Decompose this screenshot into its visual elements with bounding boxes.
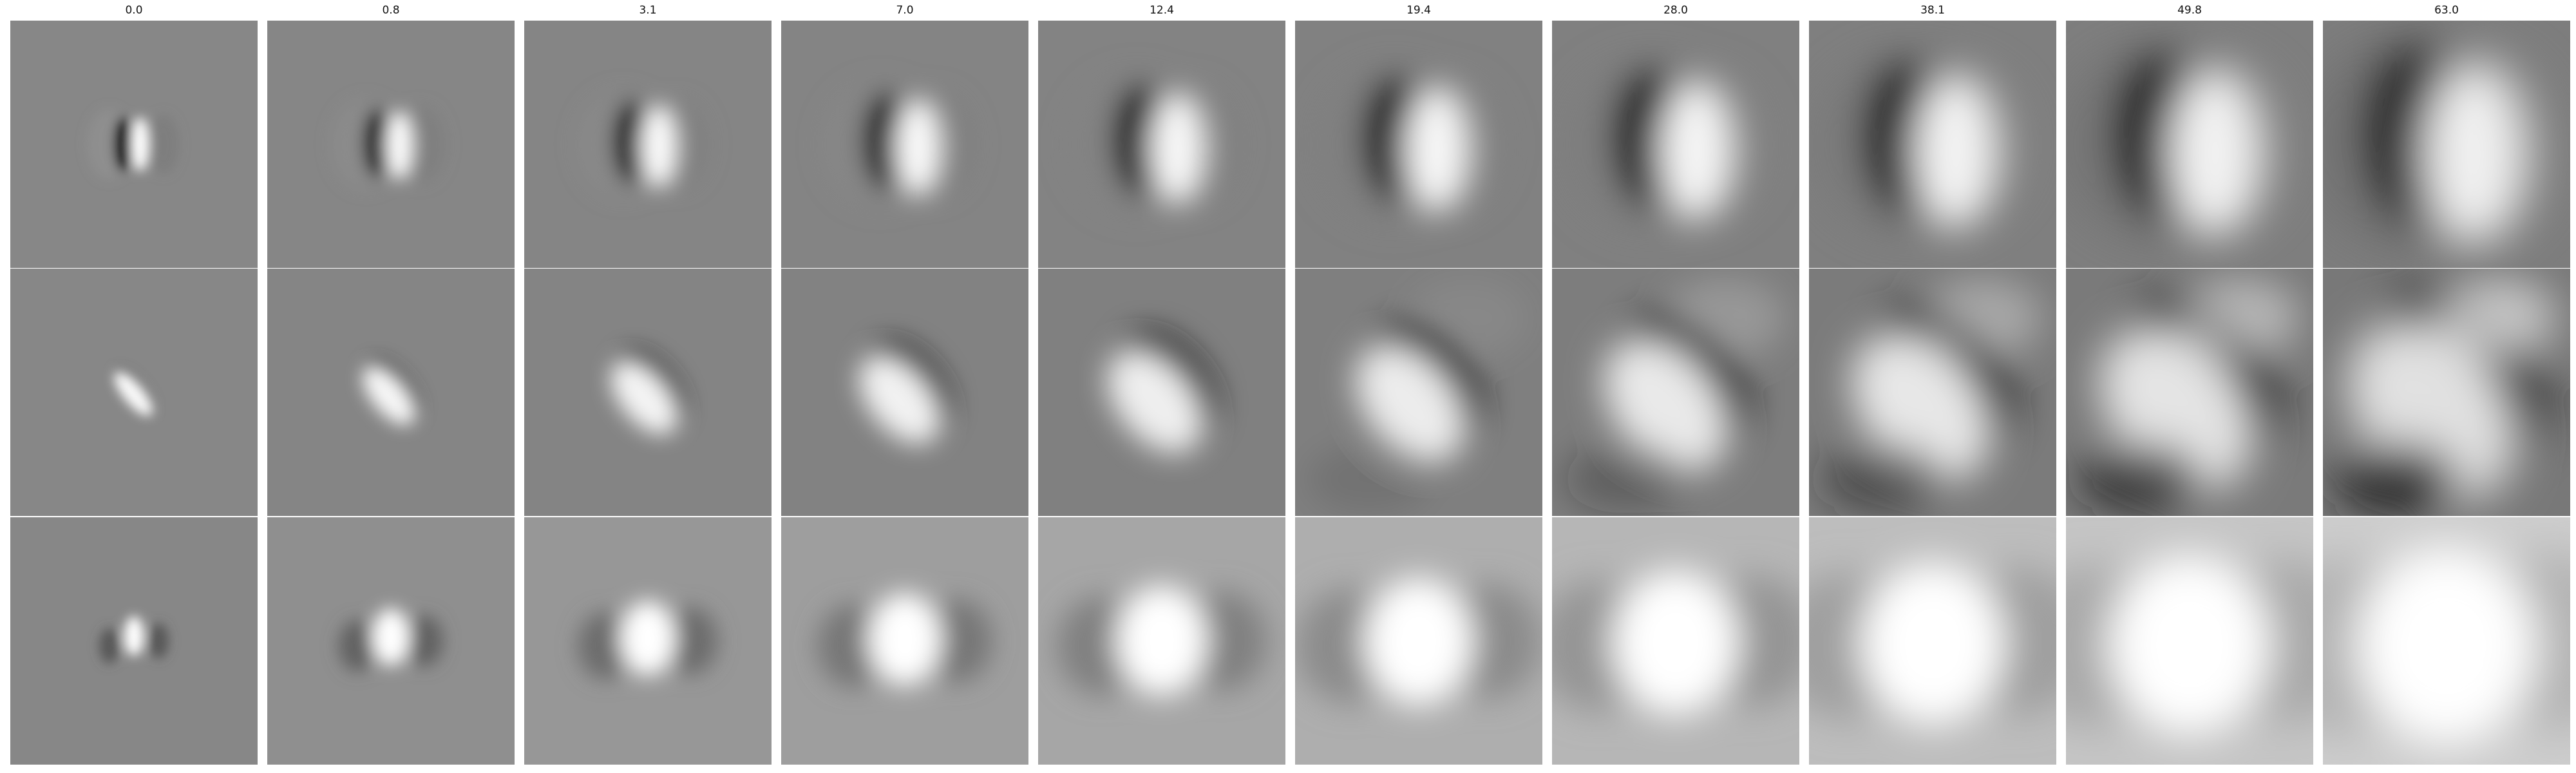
filter-panel [2066, 517, 2313, 765]
filter-blob [363, 367, 415, 425]
filter-blob [131, 117, 149, 172]
filter-panel [1809, 269, 2056, 516]
column-title: 3.1 [639, 4, 657, 17]
filter-blob [338, 620, 376, 672]
filter-panel [1295, 517, 1542, 765]
filter-panel [10, 21, 258, 268]
column-title: 38.1 [1920, 4, 1945, 17]
filter-blob [114, 372, 153, 416]
filter-blob [406, 615, 444, 667]
filter-panel [2323, 517, 2570, 765]
filter-blob [386, 111, 413, 180]
filter-blob [641, 105, 677, 188]
filter-panel [781, 21, 1028, 268]
filter-panel [267, 517, 515, 765]
filter-blob [2109, 555, 2270, 735]
filter-blob [1365, 577, 1473, 705]
filter-blob [1408, 278, 1528, 358]
filter-blob [364, 109, 391, 178]
filter-blob [372, 608, 410, 666]
filter-panel [524, 21, 772, 268]
filter-panel [267, 269, 515, 516]
filter-panel [1552, 21, 1799, 268]
filter-blob [1117, 585, 1207, 696]
filter-blob [1355, 345, 1464, 463]
filter-panel [524, 269, 772, 516]
filter-blob [2436, 278, 2555, 358]
filter-panel [781, 517, 1028, 765]
filter-panel [2066, 269, 2313, 516]
filter-panel [10, 269, 258, 516]
filter-blob [1564, 444, 1689, 514]
filter-blob [1915, 77, 1996, 227]
filter-panel [1038, 517, 1285, 765]
filter-panel [524, 517, 772, 765]
filter-panel [1552, 269, 1799, 516]
filter-panel [10, 517, 258, 765]
filter-blob [663, 607, 718, 675]
filter-blob [99, 628, 119, 664]
filter-blob [1660, 82, 1732, 220]
filter-panel [1038, 21, 1285, 268]
filter-blob [611, 361, 677, 435]
column-title: 63.0 [2434, 4, 2459, 17]
column-title: 19.4 [1406, 4, 1431, 17]
filter-panel [2066, 21, 2313, 268]
filter-blob [620, 600, 676, 676]
filter-panel [1809, 517, 2056, 765]
filter-panel [1552, 517, 1799, 765]
filter-blob [1613, 569, 1739, 716]
filter-panel [267, 21, 515, 268]
filter-blob [1922, 278, 2041, 358]
column-title: 0.8 [382, 4, 400, 17]
filter-blob [614, 100, 650, 184]
column-title: 7.0 [896, 4, 914, 17]
filter-blob [859, 356, 940, 444]
column-title: 0.0 [125, 4, 143, 17]
filter-panel [1038, 269, 1285, 516]
filter-panel [1295, 21, 1542, 268]
column-title: 28.0 [1663, 4, 1688, 17]
filter-blob [1861, 562, 2004, 725]
filter-blob [2078, 444, 2202, 514]
filter-blob [149, 623, 169, 659]
filter-blob [2424, 65, 2524, 243]
filter-blob [895, 99, 941, 196]
filter-blob [1821, 444, 1946, 514]
filter-blob [1150, 93, 1204, 204]
filter-panel [1809, 21, 2056, 268]
filter-blob [1604, 340, 1727, 472]
filter-blob [1307, 444, 1432, 514]
filter-blob [2335, 444, 2459, 514]
filter-blob [147, 114, 180, 175]
column-title: 12.4 [1150, 4, 1174, 17]
filter-blob [124, 616, 144, 656]
filter-blob [1405, 88, 1468, 212]
filter-blob [2179, 278, 2298, 358]
filter-blob [2169, 71, 2260, 236]
filter-blob [114, 117, 132, 172]
filter-blob [1107, 350, 1202, 453]
filter-blob [1665, 278, 1785, 358]
filter-panel [2323, 269, 2570, 516]
filter-panel [781, 269, 1028, 516]
column-title: 49.8 [2177, 4, 2202, 17]
filter-blob [578, 612, 633, 680]
filter-panel [1295, 269, 1542, 516]
filter-blob [868, 593, 942, 686]
filter-panel [2323, 21, 2570, 268]
filter-blob [2357, 547, 2536, 745]
